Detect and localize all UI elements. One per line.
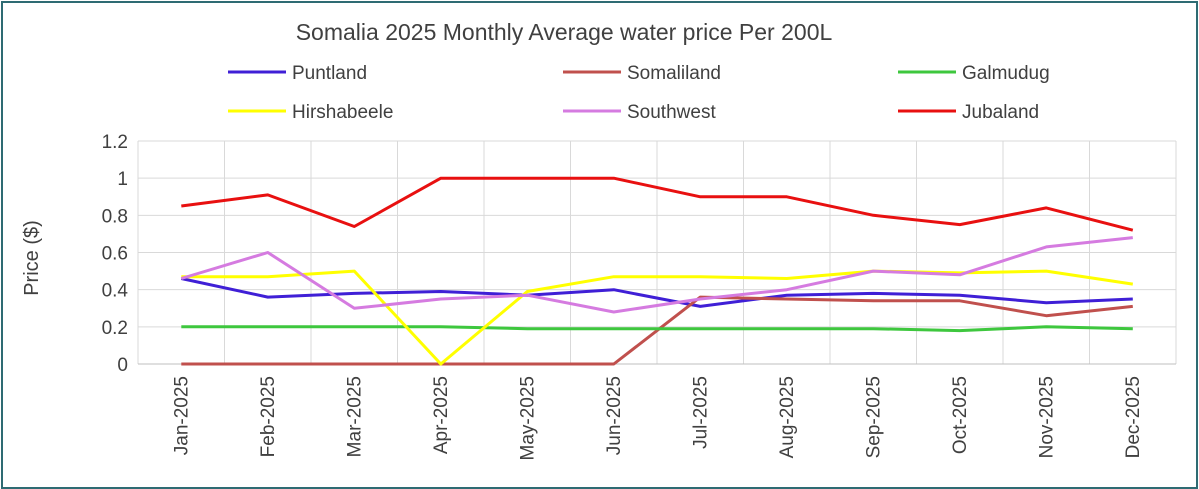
legend-item-hirshabeele: Hirshabeele xyxy=(228,102,393,123)
series-line-jubaland xyxy=(181,176,1134,232)
x-tick-label: Jul-2025 xyxy=(690,376,711,449)
legend-item-southwest: Southwest xyxy=(563,102,716,123)
series-line-puntland xyxy=(180,277,1133,308)
x-tick-label: Dec-2025 xyxy=(1123,376,1144,458)
series-line-southwest xyxy=(180,236,1133,314)
legend-label: Somaliland xyxy=(627,63,721,84)
x-tick-label: Aug-2025 xyxy=(777,376,798,458)
y-tick-label: 1.2 xyxy=(102,132,128,153)
x-tick-label: Sep-2025 xyxy=(863,376,884,458)
legend: Puntland Somaliland Galmudug Hirshabeele Sou… xyxy=(228,63,1050,123)
y-axis-ticks: 0 0.2 0.4 0.6 0.8 1 1.2 xyxy=(102,132,129,376)
x-tick-label: Nov-2025 xyxy=(1036,376,1057,458)
x-tick-label: Jan-2025 xyxy=(171,376,192,455)
legend-item-somaliland: Somaliland xyxy=(563,63,721,84)
x-tick-label: Jun-2025 xyxy=(604,376,625,455)
legend-label: Southwest xyxy=(627,102,716,123)
series-line-somaliland xyxy=(181,295,1133,366)
x-tick-label: Mar-2025 xyxy=(344,376,365,457)
y-tick-label: 0.2 xyxy=(102,318,128,339)
y-tick-label: 0.6 xyxy=(102,244,128,265)
legend-label: Galmudug xyxy=(962,63,1050,84)
y-axis-label: Price ($) xyxy=(21,220,43,296)
y-tick-label: 0.4 xyxy=(102,281,129,302)
y-tick-label: 0 xyxy=(117,355,128,376)
legend-item-puntland: Puntland xyxy=(228,63,367,84)
y-tick-label: 1 xyxy=(117,169,128,190)
legend-label: Puntland xyxy=(292,63,367,84)
legend-item-galmudug: Galmudug xyxy=(898,63,1050,84)
chart-title: Somalia 2025 Monthly Average water price… xyxy=(296,19,833,45)
legend-label: Hirshabeele xyxy=(292,102,393,123)
legend-item-jubaland: Jubaland xyxy=(898,102,1039,123)
x-tick-label: Oct-2025 xyxy=(950,376,971,454)
x-tick-label: May-2025 xyxy=(517,376,538,461)
x-tick-label: Feb-2025 xyxy=(258,376,279,457)
series-line-hirshabeele xyxy=(181,269,1134,366)
x-tick-label: Apr-2025 xyxy=(431,376,452,454)
x-axis-ticks: Jan-2025 Feb-2025 Mar-2025 Apr-2025 May-2025… xyxy=(171,376,1144,461)
series-line-galmudug xyxy=(181,325,1133,333)
legend-label: Jubaland xyxy=(962,102,1039,123)
y-tick-label: 0.8 xyxy=(102,206,128,227)
series-lines xyxy=(180,176,1134,366)
